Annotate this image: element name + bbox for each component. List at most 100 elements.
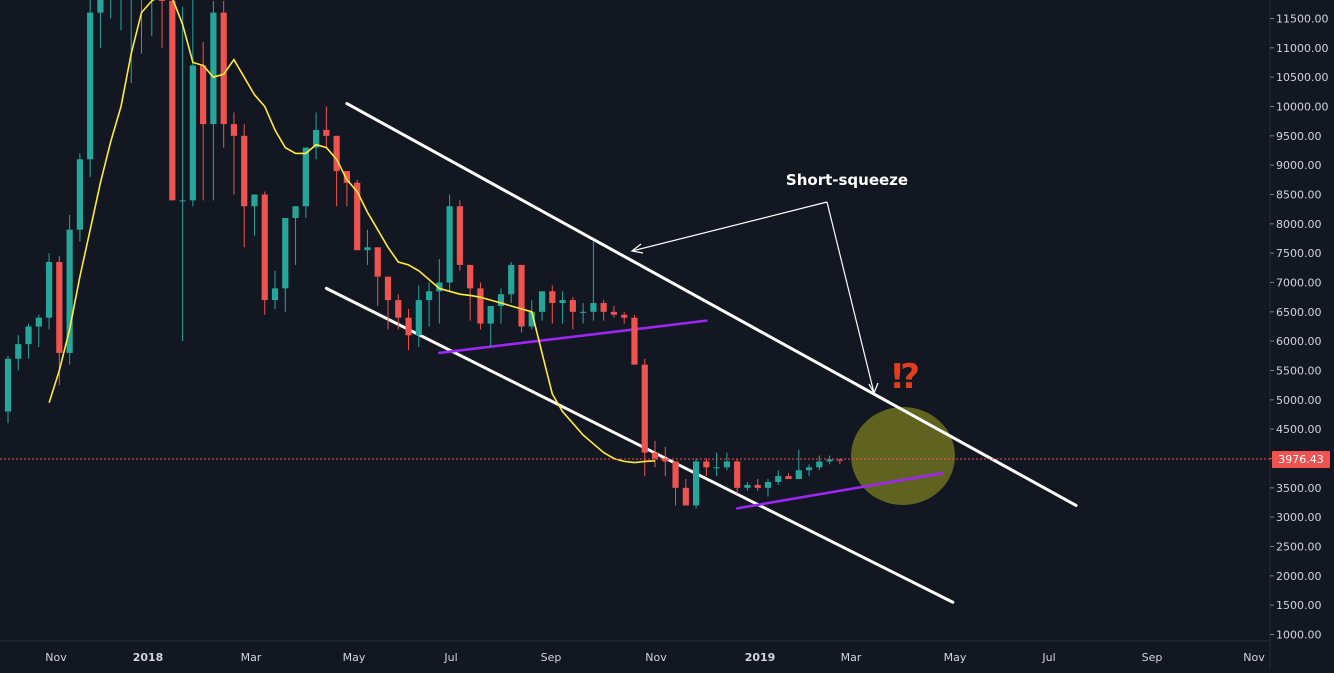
candle-body: [313, 129, 320, 148]
y-tick-label: 11000.00: [1276, 42, 1329, 55]
y-tick-label: 1000.00: [1276, 629, 1322, 642]
candle-body: [682, 487, 689, 506]
x-tick-label: 2018: [133, 651, 164, 664]
candle-body: [169, 0, 176, 201]
breakout-zone: [851, 407, 955, 505]
candle-body: [374, 247, 381, 277]
candle-body: [672, 461, 679, 488]
arrowhead-right: [868, 382, 879, 395]
last-price-layer: 3976.43: [0, 451, 1330, 468]
x-tick-label: Nov: [45, 651, 67, 664]
candle-body: [580, 311, 587, 313]
channel-lower-trendline: [324, 286, 955, 604]
candle-body: [456, 206, 463, 265]
arrowhead-left: [630, 243, 644, 254]
x-tick-label: Mar: [241, 651, 262, 664]
candle-body: [436, 282, 443, 292]
candle-body: [764, 481, 772, 488]
arrow-line-left: [631, 201, 828, 252]
y-tick-label: 10500.00: [1276, 71, 1329, 84]
y-tick-label: 2000.00: [1276, 570, 1322, 583]
moving-average-layer: [48, 0, 656, 464]
candle-body: [415, 300, 422, 336]
candle-body: [210, 12, 217, 125]
candle-body: [220, 12, 227, 125]
candle-body: [528, 311, 535, 327]
y-tick-label: 9000.00: [1276, 159, 1322, 172]
candle-body: [610, 311, 618, 315]
x-tick-label: Sep: [1142, 651, 1163, 664]
y-tick-label: 7500.00: [1276, 247, 1322, 260]
candle-body: [282, 217, 289, 289]
candle-body: [333, 135, 340, 172]
moving-average-line: [48, 0, 656, 464]
y-tick-label: 11500.00: [1276, 13, 1329, 26]
candle-body: [785, 476, 792, 480]
candle-body: [836, 459, 843, 461]
x-tick-label: Mar: [841, 651, 862, 664]
candle-body: [343, 171, 351, 183]
candle-body: [446, 206, 453, 283]
highlight-layer: [851, 407, 955, 505]
candle-body: [97, 0, 104, 13]
y-tick-label: 2500.00: [1276, 541, 1322, 554]
short-squeeze-label: Short-squeeze: [786, 171, 908, 189]
x-axis: Nov 2018 Mar May Jul Sep Nov 2019 Mar May Jul Sep No…: [0, 640, 1270, 664]
candle-body: [518, 264, 525, 327]
y-tick-label: 10000.00: [1276, 101, 1329, 114]
candle-body: [384, 276, 392, 301]
x-tick-label: Jul: [443, 651, 457, 664]
candle-body: [559, 300, 566, 304]
candle-body: [508, 264, 515, 295]
candle-body: [76, 159, 83, 230]
candle-body: [323, 129, 330, 136]
arrow-line-right: [826, 201, 875, 394]
channel-upper-trendline: [345, 102, 1078, 507]
candle-body: [549, 291, 556, 304]
candle-body: [261, 194, 268, 301]
annotation-layer: Short-squeeze ⁉: [630, 171, 920, 397]
candle-body: [158, 0, 166, 1]
candle-body: [538, 291, 546, 312]
last-price-label: 3976.43: [1278, 453, 1324, 466]
x-tick-label: Nov: [645, 651, 667, 664]
candle-body: [569, 300, 576, 312]
candle-body: [590, 303, 597, 312]
candle-body: [497, 294, 505, 306]
candle-body: [230, 124, 238, 136]
candle-body: [271, 288, 279, 301]
y-tick-label: 5000.00: [1276, 394, 1322, 407]
candle-body: [66, 229, 73, 353]
y-tick-label: 5500.00: [1276, 365, 1322, 378]
candle-body: [775, 476, 782, 482]
candle-body: [795, 470, 802, 480]
y-tick-label: 6500.00: [1276, 306, 1322, 319]
x-tick-label: Sep: [541, 651, 562, 664]
support-1-trendline: [438, 319, 708, 355]
y-tick-label: 7000.00: [1276, 277, 1322, 290]
candle-body: [723, 461, 730, 468]
candle-body: [754, 484, 761, 488]
candle-body: [251, 194, 258, 207]
candle-body: [15, 344, 22, 359]
candle-body: [241, 135, 248, 207]
candle-body: [487, 305, 494, 324]
candle-body: [87, 12, 94, 160]
candle-body: [292, 206, 299, 218]
y-tick-label: 9500.00: [1276, 130, 1322, 143]
y-tick-label: 4500.00: [1276, 423, 1322, 436]
y-tick-label: 8000.00: [1276, 218, 1322, 231]
candle-body: [805, 467, 813, 471]
candle-body: [826, 459, 833, 462]
y-tick-label: 3000.00: [1276, 511, 1322, 524]
candle-body: [425, 291, 433, 301]
candle-body: [621, 314, 628, 318]
candle-body: [25, 326, 32, 345]
candle-body: [467, 264, 474, 289]
x-tick-label: Nov: [1243, 651, 1265, 664]
candle-body: [703, 461, 710, 468]
y-tick-label: 3500.00: [1276, 482, 1322, 495]
candle-body: [713, 467, 720, 469]
